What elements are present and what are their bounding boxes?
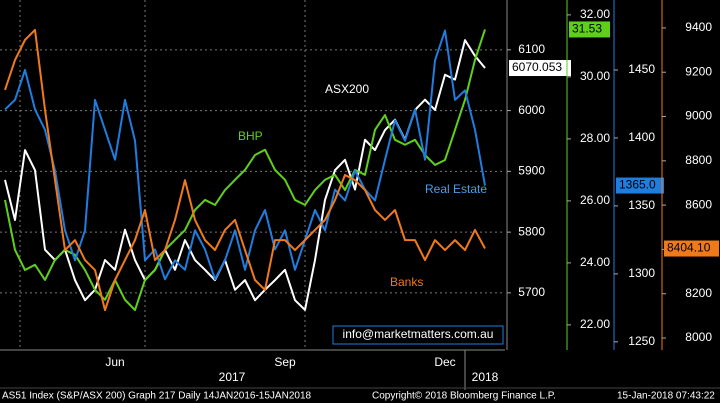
plot [0,28,505,312]
series-name: ASX200 [325,82,369,96]
last-value-box [569,21,610,38]
series-line [4,28,486,312]
year-label: 2018 [472,370,499,384]
y-tick-label: 30.00 [580,69,610,83]
x-tick-label: Jun [105,355,124,369]
y-tick-label: 32.00 [580,7,610,21]
watermark: info@marketmatters.com.au [343,327,494,341]
y-tick-label: 1300 [628,266,655,280]
y-tick-label: 9400 [685,20,712,34]
series-name: Banks [390,275,423,289]
year-label: 2017 [219,370,246,384]
footer-center: Copyright© 2018 Bloomberg Finance L.P. [372,391,556,402]
y-tick-label: 6100 [518,42,545,56]
y-tick-label: 8800 [685,153,712,167]
y-tick-label: 1350 [628,198,655,212]
y-tick-label: 5900 [518,164,545,178]
footer-left: AS51 Index (S&P/ASX 200) Graph 217 Daily… [2,391,312,402]
y-tick-label: 9000 [685,109,712,123]
y-tick-label: 28.00 [580,131,610,145]
last-value-box [509,60,571,77]
last-value-label: 8404.10 [667,241,711,255]
x-tick-label: Dec [434,355,455,369]
y-tick-label: 6000 [518,103,545,117]
y-tick-label: 26.00 [580,193,610,207]
y-tick-label: 24.00 [580,255,610,269]
y-tick-label: 1250 [628,334,655,348]
y-tick-label: 8600 [685,197,712,211]
y-tick-label: 8000 [685,330,712,344]
y-tick-label: 22.00 [580,317,610,331]
last-value-label: 6070.053 [512,60,562,74]
last-value-box [616,177,664,194]
series-line [4,29,486,281]
y-tick-label: 5700 [518,285,545,299]
watermark-box [332,325,504,345]
series-line [4,29,486,312]
last-value-label: 1365.0 [619,178,656,192]
series-name: Real Estate [425,182,487,196]
y-tick-label: 1400 [628,130,655,144]
footer-right: 15-Jan-2018 07:43:22 [617,391,715,402]
last-value-box [664,240,719,257]
y-tick-label: 5800 [518,224,545,238]
x-tick-label: Sep [274,355,296,369]
last-value-label: 31.53 [572,22,602,36]
y-tick-label: 9200 [685,64,712,78]
y-tick-label: 1450 [628,62,655,76]
series-name: BHP [238,129,263,143]
y-tick-label: 8200 [685,286,712,300]
